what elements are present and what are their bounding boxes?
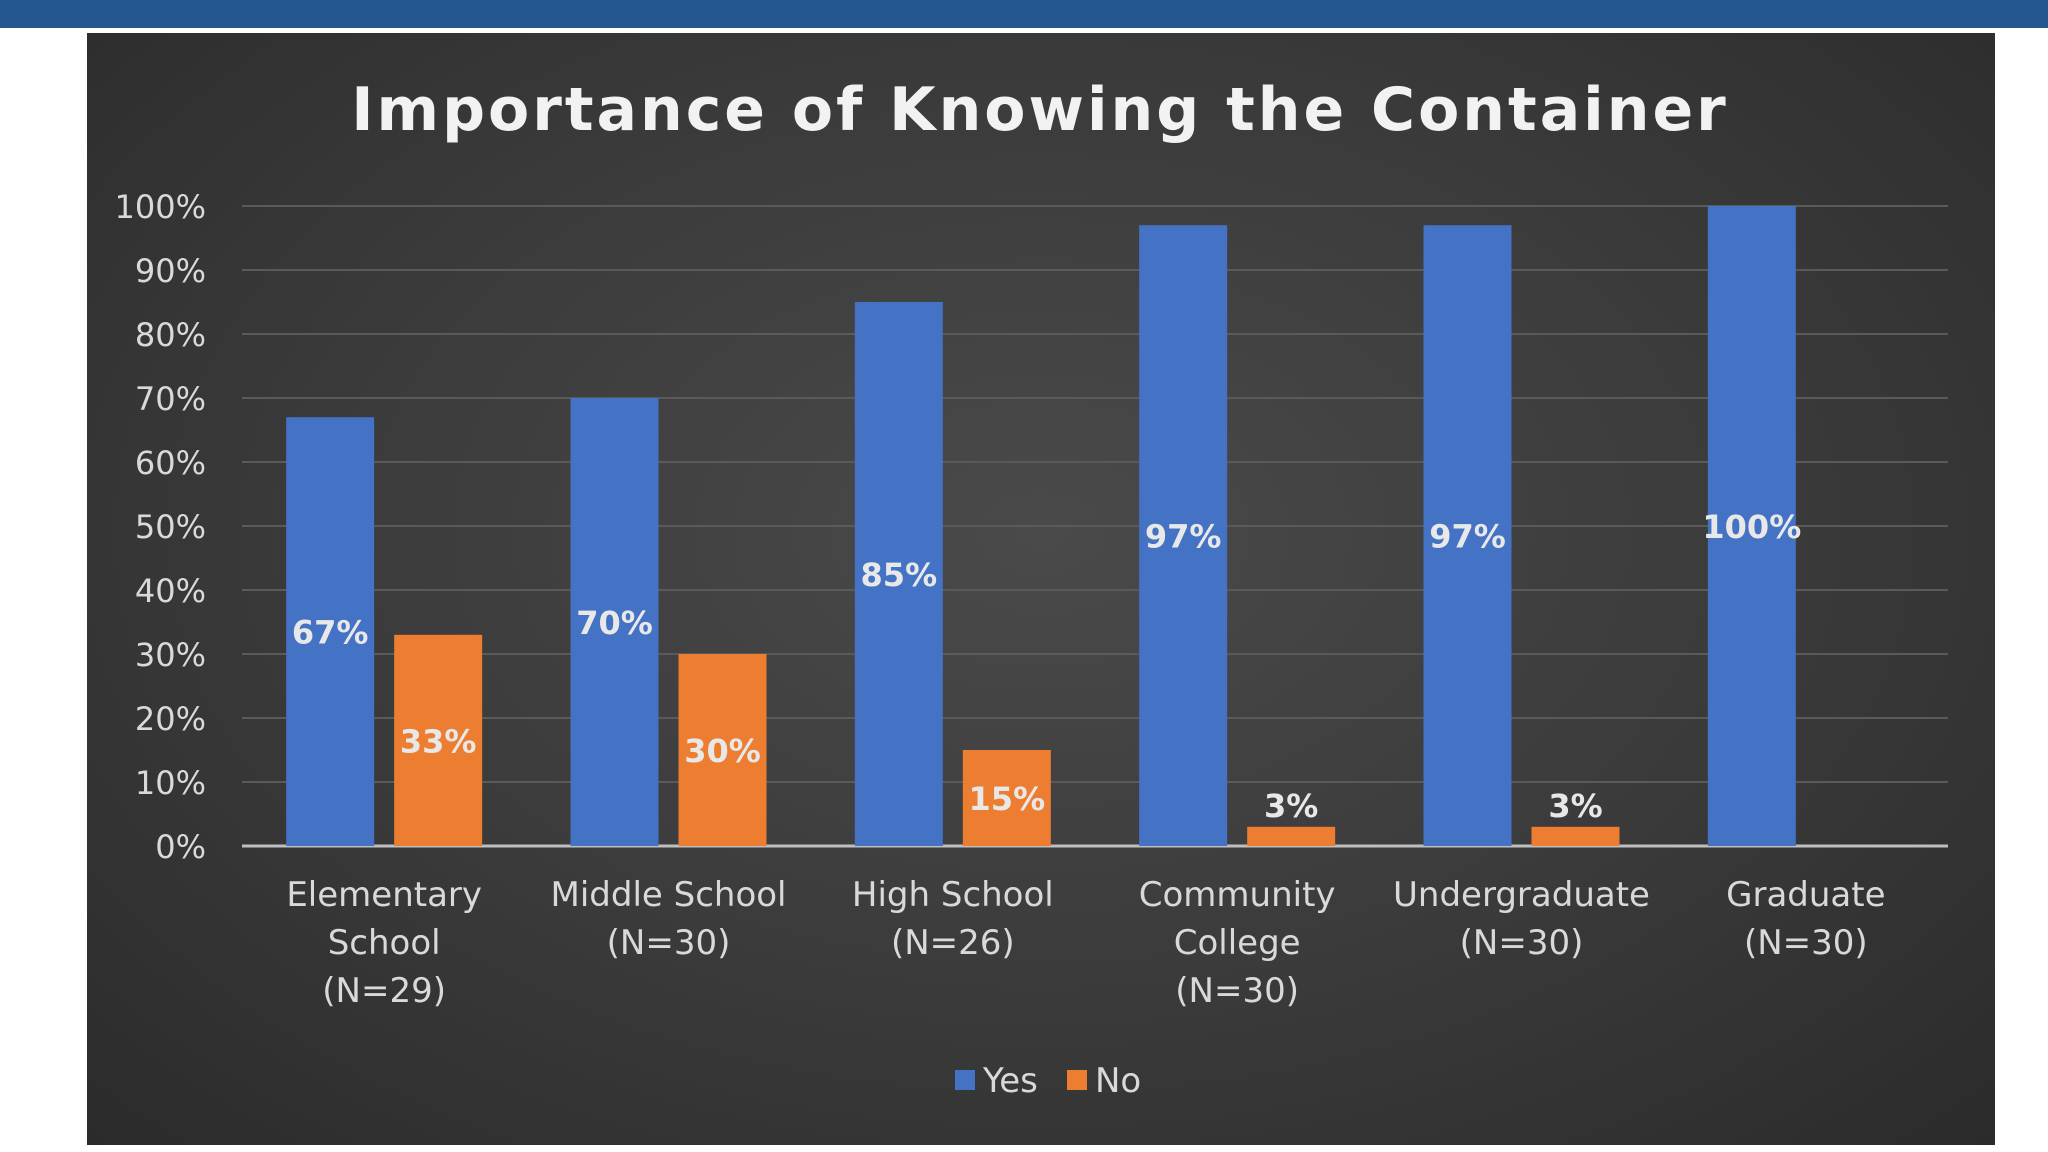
bar-yes <box>570 398 659 846</box>
category-label: High School <box>852 875 1054 915</box>
data-label: 67% <box>292 614 369 652</box>
data-labels: 67% 33% 70% 30% 85% 15% 97% 3% 97% 3% 100% <box>292 508 1801 825</box>
top-banner <box>0 0 2048 28</box>
y-tick-label: 70% <box>135 380 206 418</box>
data-label: 30% <box>684 732 761 770</box>
y-tick-label: 50% <box>135 508 206 546</box>
legend: Yes No <box>955 1061 1141 1101</box>
legend-label-no: No <box>1095 1061 1141 1101</box>
category-label: (N=30) <box>607 923 731 963</box>
data-label: 3% <box>1264 787 1318 825</box>
bars <box>286 206 1796 846</box>
y-tick-label: 100% <box>115 188 206 226</box>
data-label: 15% <box>969 780 1046 818</box>
chart-title: Importance of Knowing the Container <box>351 75 1729 145</box>
bar-yes <box>286 417 375 846</box>
y-tick-label: 20% <box>135 700 206 738</box>
data-label: 97% <box>1429 518 1506 556</box>
y-tick-label: 90% <box>135 252 206 290</box>
data-label: 70% <box>576 604 653 642</box>
data-label: 97% <box>1145 518 1222 556</box>
data-label: 33% <box>400 722 477 760</box>
data-label: 100% <box>1702 508 1801 546</box>
gridlines <box>242 205 1948 848</box>
legend-label-yes: Yes <box>982 1061 1038 1101</box>
category-label: Community <box>1139 875 1336 915</box>
y-tick-label: 40% <box>135 572 206 610</box>
category-label: (N=30) <box>1460 923 1584 963</box>
bar-no <box>1531 826 1620 846</box>
bar-no <box>962 750 1051 846</box>
legend-swatch-yes <box>955 1070 975 1090</box>
category-label: Undergraduate <box>1393 875 1650 915</box>
category-label: Elementary <box>286 875 482 915</box>
category-label: School <box>328 923 441 963</box>
category-label: Middle School <box>551 875 787 915</box>
bar-yes <box>1423 225 1512 846</box>
category-label: (N=26) <box>891 923 1015 963</box>
category-label: (N=30) <box>1744 923 1868 963</box>
bar-no <box>394 634 483 846</box>
data-label: 85% <box>861 556 938 594</box>
y-tick-label: 60% <box>135 444 206 482</box>
category-label: (N=29) <box>322 971 446 1011</box>
legend-swatch-no <box>1067 1070 1087 1090</box>
data-label: 3% <box>1548 787 1602 825</box>
category-labels: Elementary School (N=29) Middle School (N=30… <box>286 875 1885 1011</box>
bar-yes <box>1707 206 1796 846</box>
category-label: (N=30) <box>1175 971 1299 1011</box>
category-label: Graduate <box>1726 875 1885 915</box>
bar-no <box>678 654 767 846</box>
bar-no <box>1247 826 1336 846</box>
y-tick-label: 30% <box>135 636 206 674</box>
bar-yes <box>1139 225 1228 846</box>
y-tick-label: 0% <box>155 828 206 866</box>
bar-yes <box>854 302 943 846</box>
y-tick-label: 80% <box>135 316 206 354</box>
category-label: College <box>1174 923 1301 963</box>
y-axis-ticks: 0% 10% 20% 30% 40% 50% 60% 70% 80% 90% 100% <box>115 188 206 866</box>
y-tick-label: 10% <box>135 764 206 802</box>
